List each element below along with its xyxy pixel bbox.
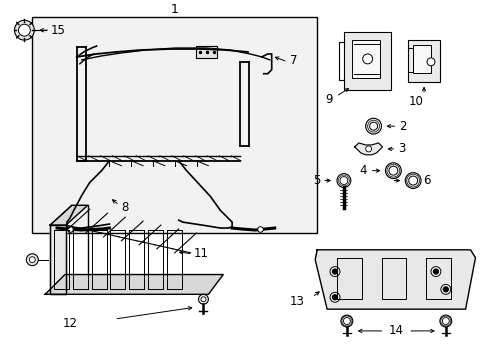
Text: 12: 12 [62, 318, 77, 330]
Bar [351, 40, 379, 78]
Circle shape [336, 174, 350, 188]
Circle shape [201, 297, 205, 302]
Circle shape [388, 166, 397, 175]
Circle shape [329, 292, 339, 302]
Circle shape [339, 177, 347, 185]
Text: 10: 10 [408, 95, 423, 108]
Circle shape [385, 163, 401, 179]
Circle shape [332, 295, 337, 300]
Circle shape [15, 20, 34, 40]
Circle shape [440, 284, 450, 294]
Bar [32, 17, 317, 233]
Circle shape [26, 254, 38, 266]
Circle shape [365, 118, 381, 134]
Text: 14: 14 [388, 324, 403, 337]
Polygon shape [315, 250, 474, 309]
Circle shape [405, 173, 420, 189]
Text: 6: 6 [422, 174, 429, 187]
Bar [412, 45, 430, 73]
Circle shape [340, 315, 352, 327]
Circle shape [362, 54, 372, 64]
Text: 15: 15 [51, 24, 66, 37]
Circle shape [365, 146, 371, 152]
Text: 5: 5 [312, 174, 320, 187]
Text: 3: 3 [398, 143, 405, 156]
Text: 4: 4 [358, 164, 366, 177]
Circle shape [426, 58, 434, 66]
FancyBboxPatch shape [407, 40, 439, 82]
Text: 2: 2 [399, 120, 406, 132]
Circle shape [29, 257, 35, 263]
Bar [195, 46, 217, 58]
Circle shape [19, 24, 30, 36]
Circle shape [439, 315, 451, 327]
Text: 13: 13 [289, 295, 304, 308]
Circle shape [432, 269, 437, 274]
Text: 11: 11 [193, 247, 208, 260]
Text: 9: 9 [325, 93, 332, 106]
Circle shape [443, 287, 447, 292]
Text: 1: 1 [170, 3, 178, 16]
Circle shape [408, 176, 417, 185]
Polygon shape [354, 143, 382, 155]
Polygon shape [50, 205, 87, 225]
Text: 7: 7 [289, 54, 296, 67]
Circle shape [343, 318, 349, 324]
Text: 8: 8 [121, 201, 128, 214]
Circle shape [369, 122, 377, 130]
FancyBboxPatch shape [343, 32, 390, 90]
Circle shape [198, 294, 208, 304]
Polygon shape [50, 225, 66, 294]
Circle shape [430, 267, 440, 276]
Circle shape [329, 267, 339, 276]
Polygon shape [50, 225, 66, 294]
Circle shape [442, 318, 448, 324]
Circle shape [332, 269, 337, 274]
Polygon shape [45, 275, 223, 294]
